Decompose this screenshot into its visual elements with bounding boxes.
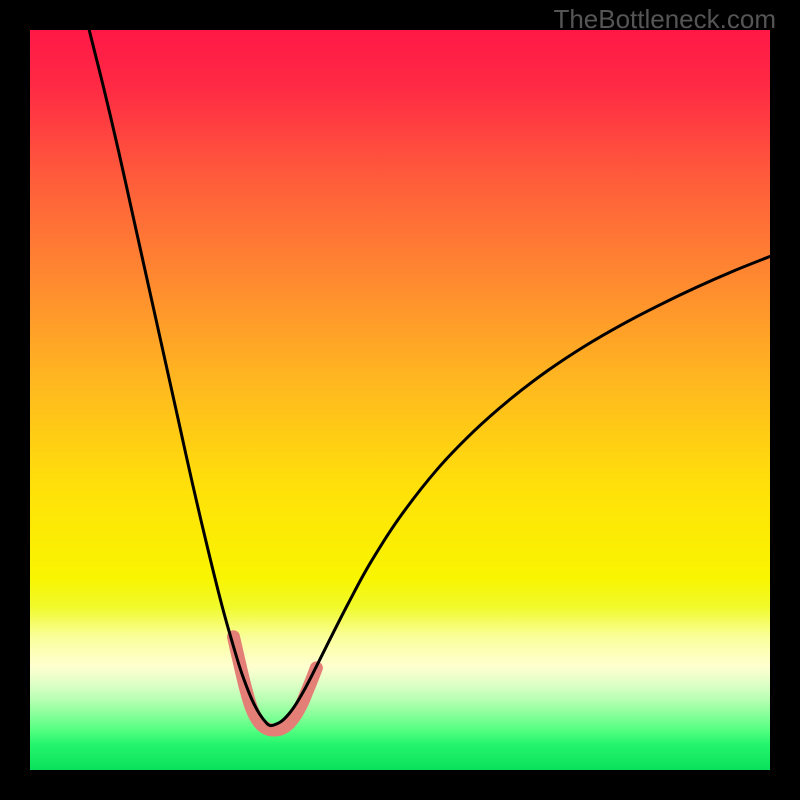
bottleneck-curve	[30, 30, 770, 770]
curve-line	[89, 30, 770, 726]
chart-container: TheBottleneck.com	[0, 0, 800, 800]
watermark-text: TheBottleneck.com	[553, 4, 776, 35]
plot-area	[30, 30, 770, 770]
